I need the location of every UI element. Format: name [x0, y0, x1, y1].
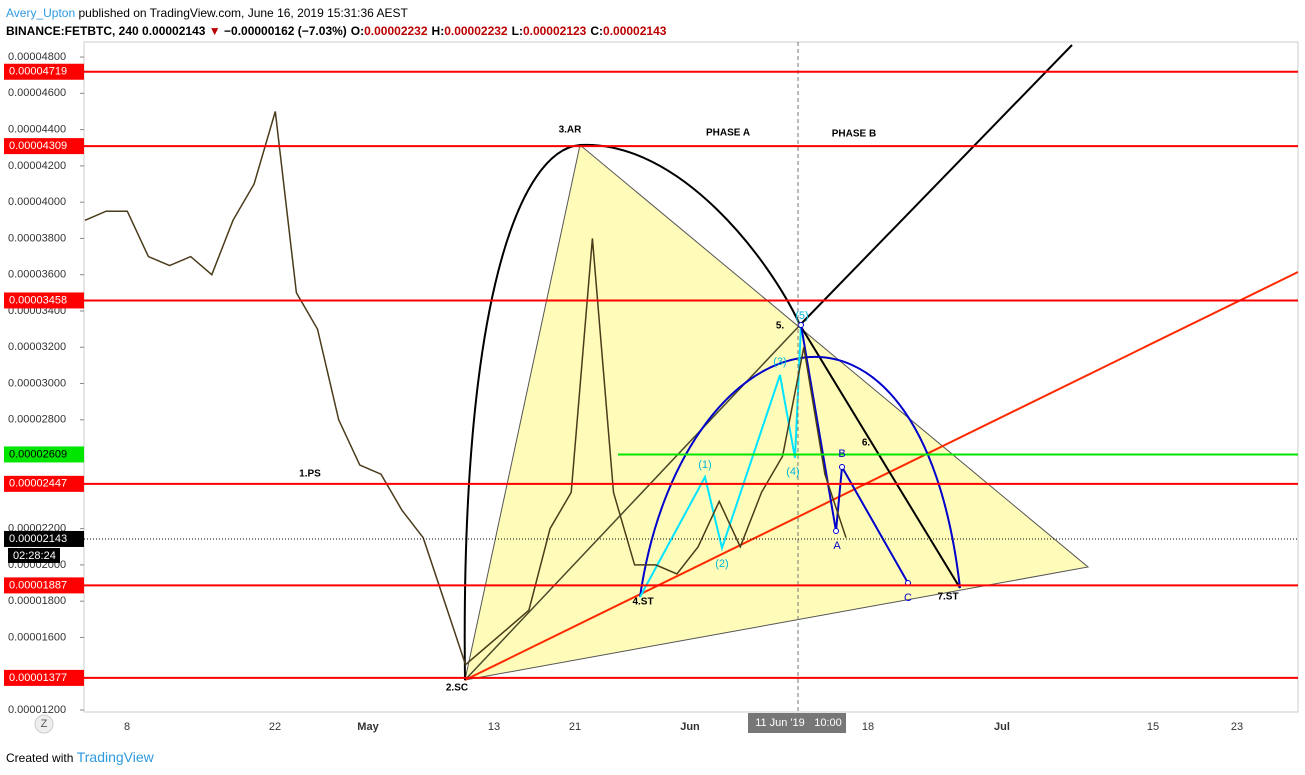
level-tag: [4, 446, 84, 463]
brand[interactable]: TradingView: [76, 749, 154, 765]
red-trend: [464, 271, 1299, 681]
ohlc-key: H:: [431, 24, 445, 38]
crosshair-tag: [748, 713, 846, 733]
y-tick-label: 0.00002800: [8, 414, 66, 426]
annotation: 6.: [862, 438, 871, 449]
x-tick-label: 8: [124, 721, 130, 733]
y-tick-label: 0.00003600: [8, 269, 66, 281]
level-label: 0.00001887: [9, 579, 67, 591]
y-tick-label: 0.00004200: [8, 160, 66, 172]
triangle: [464, 144, 1090, 681]
x-tick-label: 13: [488, 721, 500, 733]
level-label: 0.00003458: [9, 294, 67, 306]
level-label: 0.00002609: [9, 448, 67, 460]
x-tick-label: Jul: [994, 721, 1010, 733]
x-tick-label: 18: [862, 721, 874, 733]
created: Created with: [6, 751, 74, 765]
drawings: [463, 44, 1299, 681]
y-tick-label: 0.00004000: [8, 196, 66, 208]
y-tick-label: 0.00004400: [8, 124, 66, 136]
last: 0.00002143: [142, 24, 206, 38]
x-tick-label: May: [357, 721, 379, 733]
level-tag: [4, 138, 84, 155]
level-tag: [4, 292, 84, 309]
level-label: 0.00004309: [9, 140, 67, 152]
zoom-label: Z: [41, 718, 48, 730]
published: published on TradingView.com, June 16, 2…: [75, 6, 408, 20]
level-label: 0.00004719: [9, 66, 67, 78]
annotation: 2.SC: [446, 683, 468, 694]
ohlc-val: 0.00002232: [364, 24, 428, 38]
arrow: ▼: [208, 24, 221, 38]
level-tag: [4, 669, 84, 686]
price-line: [84, 111, 847, 666]
ohlc-key: C:: [590, 24, 604, 38]
change: −0.00000162 (−7.03%): [224, 24, 347, 38]
level-label: 0.00001377: [9, 672, 67, 684]
crosshair-time: 10:00: [814, 717, 842, 729]
annotation: PHASE B: [832, 129, 876, 140]
header: Avery_Upton published on TradingView.com…: [6, 4, 666, 40]
x-tick-label: 22: [269, 721, 281, 733]
annotation: 5.: [776, 321, 785, 332]
annotation: (4): [786, 466, 799, 478]
annotation: C: [904, 592, 912, 604]
ohlc-val: 0.00002123: [522, 24, 587, 38]
annotation: 7.ST: [937, 592, 958, 603]
author[interactable]: Avery_Upton: [6, 6, 76, 20]
line: [799, 44, 1073, 326]
abc-wave: [800, 324, 909, 584]
x-tick-label: 21: [569, 721, 581, 733]
annotation: 3.AR: [559, 125, 583, 136]
annotation: (1): [698, 459, 711, 471]
level-tag: [4, 63, 84, 80]
level-label: 0.00002447: [9, 478, 67, 490]
y-tick-label: 0.00001800: [8, 595, 66, 607]
y-tick-label: 0.00003200: [8, 341, 66, 353]
current-label: 0.00002143: [9, 533, 67, 545]
y-tick-label: 0.00001600: [8, 631, 66, 643]
line: [799, 324, 961, 589]
ohlc-key: L:: [511, 24, 523, 38]
y-tick-label: 0.00001200: [8, 704, 66, 716]
annotation: A: [833, 540, 841, 552]
wave: [639, 324, 802, 598]
ohlc-key: O:: [350, 24, 365, 38]
y-tick-label: 0.00004600: [8, 87, 66, 99]
ohlc-val: 0.00002143: [603, 24, 667, 38]
crosshair-date: 11 Jun '19: [755, 717, 805, 729]
annotation: (3): [773, 356, 786, 368]
y-tick-label: 0.00003000: [8, 377, 66, 389]
annotation: B: [838, 448, 845, 460]
x-tick-label: Jun: [680, 721, 700, 733]
y-tick-label: 0.00003800: [8, 232, 66, 244]
annotation: PHASE A: [706, 128, 750, 139]
countdown-tag: [8, 547, 60, 563]
annotation: 1.PS: [299, 469, 321, 480]
level-tag: [4, 475, 84, 492]
countdown: 02:28:24: [13, 550, 56, 562]
x-tick-label: 23: [1231, 721, 1243, 733]
x-tick-label: 15: [1147, 721, 1159, 733]
arc: [463, 143, 801, 681]
current-tag: [4, 530, 84, 547]
annotation: 4.ST: [632, 597, 653, 608]
level-tag: [4, 577, 84, 594]
annotation: (5): [795, 310, 808, 322]
footer: Created with TradingView: [6, 749, 154, 765]
annotation: (2): [715, 558, 728, 570]
y-tick-label: 0.00004800: [8, 51, 66, 63]
ohlc-val: 0.00002232: [444, 24, 508, 38]
symbol: BINANCE:FETBTC, 240: [6, 24, 139, 38]
zoom-button[interactable]: [34, 714, 54, 734]
plot-frame: [83, 41, 1299, 713]
